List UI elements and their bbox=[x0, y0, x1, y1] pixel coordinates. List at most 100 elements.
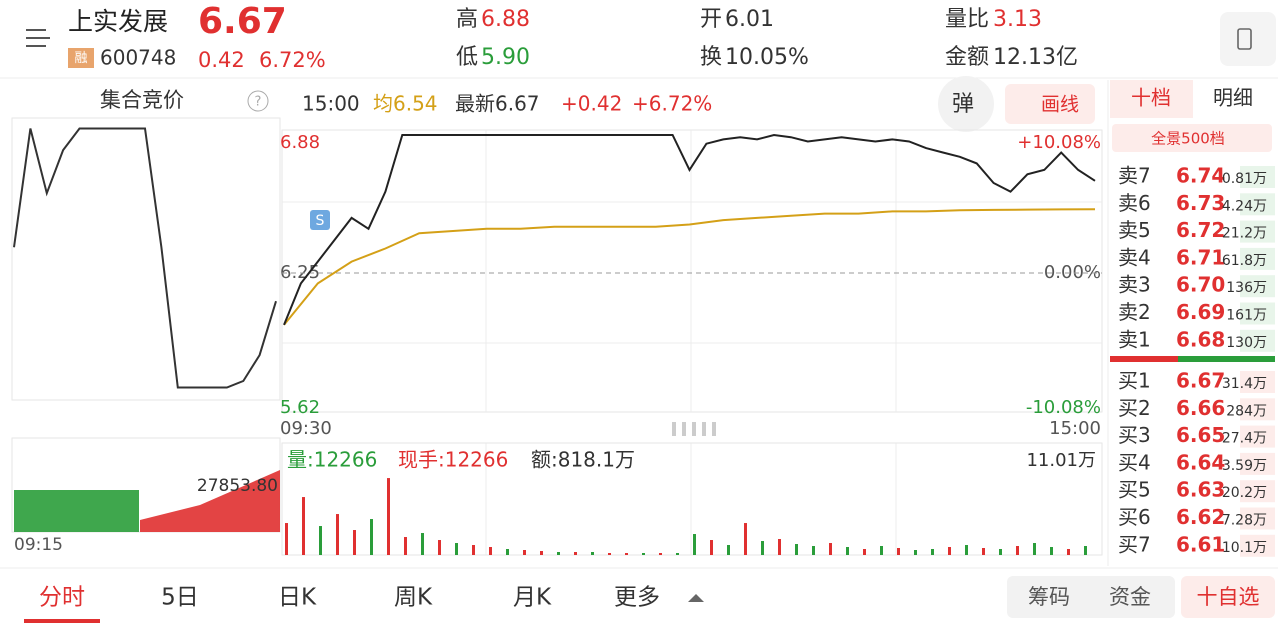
info-pct: +6.72% bbox=[632, 92, 712, 116]
hand-label: 现手:12266 bbox=[398, 448, 508, 472]
stat-label: 金额 bbox=[945, 45, 989, 70]
tab-underline bbox=[24, 619, 100, 623]
info-time: 15:00 bbox=[302, 92, 360, 116]
ob-price: 6.68 bbox=[1176, 327, 1225, 351]
ob-tab[interactable]: 明细 bbox=[1213, 86, 1253, 110]
ob-label: 卖1 bbox=[1118, 327, 1151, 351]
volume-bar bbox=[608, 553, 611, 555]
bottom-button[interactable]: 筹码 bbox=[1028, 585, 1070, 609]
volume-bar bbox=[387, 478, 390, 555]
volume-bar bbox=[999, 549, 1002, 555]
avg-line bbox=[283, 208, 1096, 326]
bottom-tab[interactable]: 更多 bbox=[614, 585, 660, 611]
ob-label: 卖3 bbox=[1118, 273, 1151, 297]
help-text: ? bbox=[255, 95, 262, 110]
ob-label: 卖2 bbox=[1118, 300, 1151, 324]
x-label: 15:00 bbox=[1049, 418, 1101, 439]
ob-price: 6.72 bbox=[1176, 218, 1225, 242]
panorama-bg[interactable] bbox=[1112, 124, 1272, 152]
volume-frame bbox=[281, 442, 1103, 556]
bottom-tab[interactable]: 5日 bbox=[161, 585, 199, 611]
btn-bg bbox=[1181, 576, 1275, 618]
pop-button[interactable] bbox=[938, 76, 994, 132]
stat-value: 3.13 bbox=[993, 7, 1042, 32]
volume-bar bbox=[642, 553, 645, 555]
menu-icon[interactable] bbox=[26, 29, 50, 47]
stat-label: 开 bbox=[700, 7, 722, 32]
stat-value: 6.01 bbox=[725, 7, 774, 32]
auction-time: 09:15 bbox=[14, 535, 63, 555]
volume-bar bbox=[778, 539, 781, 555]
volume-bar bbox=[931, 549, 934, 555]
depth-bar bbox=[1240, 480, 1275, 503]
bottom-button[interactable]: 十自选 bbox=[1197, 585, 1260, 609]
price-line bbox=[283, 133, 1096, 326]
volume-bar bbox=[727, 545, 730, 555]
draw-button[interactable] bbox=[1005, 84, 1095, 124]
change-pct: 6.72% bbox=[259, 48, 326, 72]
bottom-tab[interactable]: 日K bbox=[278, 585, 317, 611]
more-arrow[interactable] bbox=[688, 594, 704, 602]
price: 6.67 bbox=[198, 1, 287, 42]
stat-value: 6.88 bbox=[481, 7, 530, 32]
auction-box bbox=[11, 117, 281, 401]
depth-bar bbox=[1240, 193, 1275, 216]
ob-tab[interactable]: 十档 bbox=[1131, 86, 1171, 110]
volume-bar bbox=[370, 519, 373, 555]
ob-label: 卖6 bbox=[1118, 191, 1151, 215]
volume-bar bbox=[693, 534, 696, 555]
bottom-tab[interactable]: 月K bbox=[513, 585, 552, 611]
ob-price: 6.66 bbox=[1176, 396, 1225, 420]
depth-bar bbox=[1240, 166, 1275, 188]
tab-active[interactable] bbox=[1110, 80, 1193, 118]
device-button[interactable] bbox=[1220, 12, 1276, 66]
volume-bar bbox=[574, 552, 577, 555]
bottom-tab[interactable]: 分时 bbox=[39, 585, 85, 611]
auction-value: 27853.80 bbox=[197, 476, 278, 496]
volume-bar bbox=[285, 523, 288, 555]
ob-price: 6.61 bbox=[1176, 532, 1225, 556]
volume-bar bbox=[319, 526, 322, 555]
vol-label: 量:12266 bbox=[287, 448, 377, 472]
volume-bar bbox=[761, 541, 764, 555]
bottom-tab[interactable]: 周K bbox=[394, 585, 433, 611]
ob-volume: 3.59万 bbox=[1222, 458, 1267, 474]
ob-price: 6.71 bbox=[1176, 245, 1225, 269]
volume-bar bbox=[1016, 546, 1019, 555]
volume-bar bbox=[914, 550, 917, 555]
depth-bar bbox=[1240, 247, 1275, 270]
bottom-button[interactable]: 资金 bbox=[1109, 585, 1151, 609]
y-label: 6.88 bbox=[280, 132, 320, 153]
stat-value: 12.13亿 bbox=[993, 45, 1078, 70]
marker-bg[interactable] bbox=[310, 210, 330, 230]
ob-volume: 20.2万 bbox=[1222, 485, 1267, 501]
stock-name: 上实发展 bbox=[68, 7, 168, 36]
y-label: 5.62 bbox=[280, 397, 320, 418]
volume-bar bbox=[676, 553, 679, 555]
help-icon[interactable] bbox=[247, 90, 269, 112]
volume-bar bbox=[506, 549, 509, 555]
auction-vol-area bbox=[14, 490, 139, 532]
volume-bar bbox=[982, 548, 985, 555]
ob-price: 6.70 bbox=[1176, 273, 1225, 297]
ob-label: 买3 bbox=[1118, 423, 1151, 447]
marker: S bbox=[316, 213, 325, 229]
pop-label: 弹 bbox=[952, 92, 974, 117]
stat-label: 换 bbox=[700, 45, 722, 70]
pct-label: +10.08% bbox=[1017, 132, 1101, 153]
ob-price: 6.64 bbox=[1176, 450, 1225, 474]
info-change: +0.42 bbox=[561, 92, 622, 116]
ob-price: 6.67 bbox=[1176, 369, 1225, 393]
ob-volume: 136万 bbox=[1226, 280, 1267, 296]
change: 0.42 bbox=[198, 48, 245, 72]
volume-bar bbox=[744, 523, 747, 555]
ob-price: 6.63 bbox=[1176, 478, 1225, 502]
ob-label: 买7 bbox=[1118, 532, 1151, 556]
volume-bar bbox=[302, 497, 305, 555]
depth-bar bbox=[1240, 398, 1275, 421]
ob-volume: 10.1万 bbox=[1222, 540, 1267, 556]
volume-bar bbox=[897, 548, 900, 555]
draw-label: 画线 bbox=[1041, 94, 1079, 116]
auction-line bbox=[13, 127, 277, 389]
